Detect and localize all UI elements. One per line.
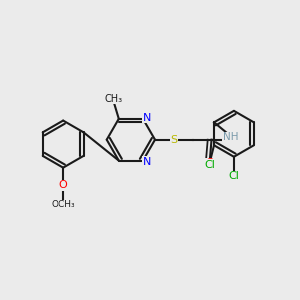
Text: O: O (59, 180, 68, 190)
Text: S: S (171, 135, 178, 145)
Text: CH₃: CH₃ (104, 94, 123, 104)
Text: Cl: Cl (204, 160, 215, 170)
Text: O: O (206, 158, 214, 168)
Text: N: N (142, 112, 151, 123)
Text: N: N (142, 157, 151, 167)
Text: NH: NH (223, 132, 239, 142)
Text: OCH₃: OCH₃ (51, 200, 75, 209)
Text: Cl: Cl (229, 171, 239, 181)
